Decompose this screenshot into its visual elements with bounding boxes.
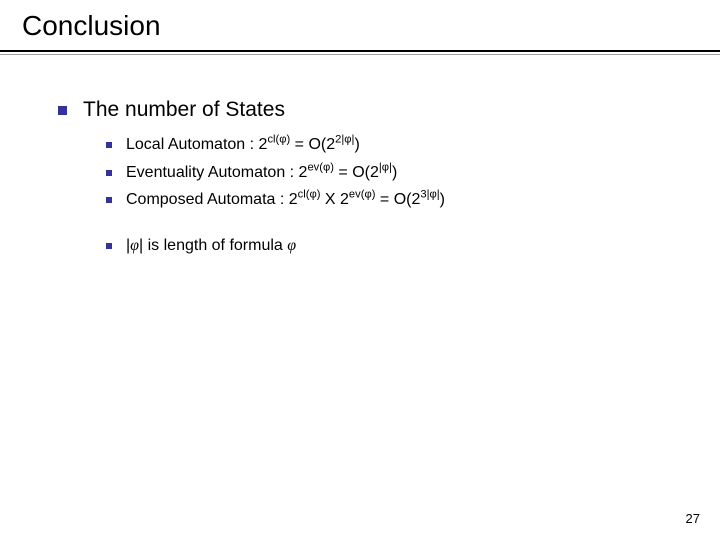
square-bullet-icon: [106, 170, 112, 176]
list-item: Eventuality Automaton : 2ev(φ) = O(2|φ|): [106, 162, 678, 184]
phi-length-note: |φ| is length of formula φ: [126, 235, 296, 257]
square-bullet-icon: [58, 106, 67, 115]
list-item: Local Automaton : 2cl(φ) = O(22|φ|): [106, 134, 678, 156]
level2-list: Local Automaton : 2cl(φ) = O(22|φ|) Even…: [106, 134, 678, 256]
slide: Conclusion The number of States Local Au…: [0, 0, 720, 540]
title-rule-thin: [0, 54, 720, 55]
eventuality-automaton-text: Eventuality Automaton : 2ev(φ) = O(2|φ|): [126, 162, 397, 184]
composed-automata-text: Composed Automata : 2cl(φ) X 2ev(φ) = O(…: [126, 189, 445, 211]
local-automaton-text: Local Automaton : 2cl(φ) = O(22|φ|): [126, 134, 360, 156]
level1-item: The number of States: [58, 98, 678, 122]
square-bullet-icon: [106, 197, 112, 203]
square-bullet-icon: [106, 142, 112, 148]
slide-title: Conclusion: [22, 10, 161, 42]
list-item: Composed Automata : 2cl(φ) X 2ev(φ) = O(…: [106, 189, 678, 211]
content-area: The number of States Local Automaton : 2…: [58, 98, 678, 262]
slide-number: 27: [686, 511, 700, 526]
square-bullet-icon: [106, 243, 112, 249]
spacer: [106, 217, 678, 235]
list-item: |φ| is length of formula φ: [106, 235, 678, 257]
title-rule-thick: [0, 50, 720, 52]
level1-text: The number of States: [83, 98, 285, 122]
